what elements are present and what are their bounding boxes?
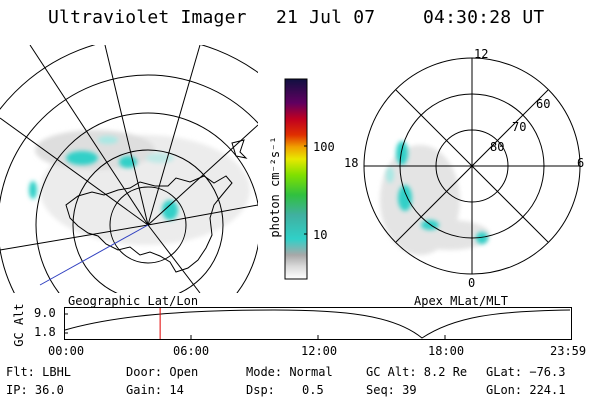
apex-polar-plot <box>363 57 581 275</box>
altitude-y-max: 9.0 <box>34 306 56 320</box>
date-label: 21 Jul 07 <box>276 7 376 28</box>
geographic-map <box>0 45 258 293</box>
glat-info: GLat: −76.3 <box>486 365 566 379</box>
mlt-18-label: 18 <box>344 156 359 170</box>
mlat-80-label: 80 <box>490 140 505 154</box>
time-label: 04:30:28 UT <box>423 7 545 28</box>
glon-info: GLon: 224.1 <box>486 383 566 397</box>
geo-map-label: Geographic Lat/Lon <box>68 294 199 308</box>
x-tick-2: 12:00 <box>301 344 338 358</box>
mlt-12-label: 12 <box>474 47 489 61</box>
mlat-60-label: 60 <box>536 97 551 111</box>
seq-info: Seq: 39 <box>366 383 417 397</box>
dsp-value: 0.5 <box>302 383 324 397</box>
apex-map-label: Apex MLat/MLT <box>414 294 508 308</box>
intensity-colorbar <box>284 78 308 280</box>
instrument-title: Ultraviolet Imager <box>48 7 247 28</box>
mlt-6-label: 6 <box>577 156 585 170</box>
ip-info: IP: 36.0 <box>6 383 64 397</box>
altitude-y-min: 1.8 <box>34 325 56 339</box>
x-tick-3: 18:00 <box>428 344 465 358</box>
x-tick-1: 06:00 <box>173 344 210 358</box>
mode-info: Mode: Normal <box>246 365 333 379</box>
colorbar-tick-10: 10 <box>313 228 328 242</box>
mlat-70-label: 70 <box>512 120 527 134</box>
mlt-0-label: 0 <box>468 276 476 290</box>
gain-info: Gain: 14 <box>126 383 184 397</box>
dsp-label: Dsp: <box>246 383 275 397</box>
x-tick-4: 23:59 <box>550 344 587 358</box>
colorbar-tick-100: 100 <box>313 140 335 154</box>
filter-info: Flt: LBHL <box>6 365 72 379</box>
altitude-plot <box>64 307 572 340</box>
x-tick-0: 00:00 <box>48 344 85 358</box>
colorbar-unit-label: photon cm⁻²s⁻¹ <box>268 136 282 238</box>
door-info: Door: Open <box>126 365 199 379</box>
gc-alt-info: GC Alt: 8.2 Re <box>366 365 468 379</box>
altitude-y-label: GC Alt <box>12 303 26 347</box>
